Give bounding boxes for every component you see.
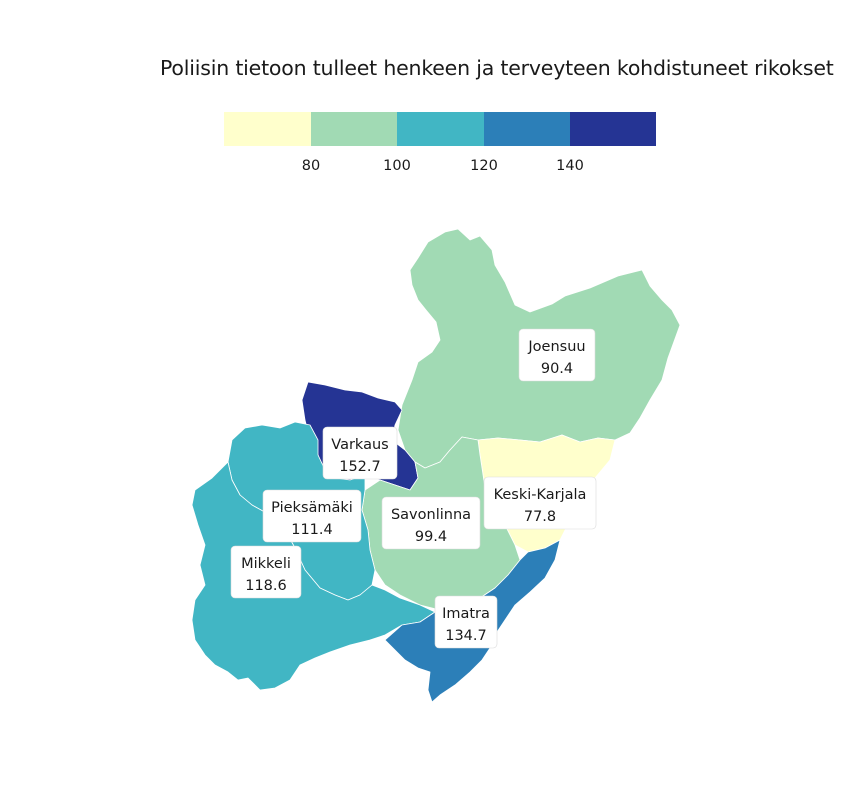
label-mikkeli-name: Mikkeli — [241, 556, 291, 572]
label-joensuu-name: Joensuu — [527, 339, 585, 355]
label-savonlinna-value: 99.4 — [415, 529, 447, 545]
legend-swatch-2 — [397, 112, 484, 146]
label-savonlinna-name: Savonlinna — [391, 507, 471, 523]
color-legend: 80 100 120 140 — [224, 112, 656, 174]
region-labels: Joensuu 90.4 Varkaus 152.7 Keski-Karjala… — [230, 328, 597, 649]
legend-tick-80: 80 — [302, 158, 320, 174]
legend-tick-120: 120 — [470, 158, 498, 174]
label-pieksamaki-name: Pieksämäki — [271, 500, 353, 516]
label-varkaus-value: 152.7 — [339, 459, 381, 475]
legend-swatch-1 — [311, 112, 397, 146]
label-varkaus: Varkaus 152.7 — [322, 426, 398, 480]
map-title: Poliisin tietoon tulleet henkeen ja terv… — [160, 56, 834, 80]
label-varkaus-name: Varkaus — [331, 437, 388, 453]
legend-tick-140: 140 — [556, 158, 584, 174]
label-keski-karjala-name: Keski-Karjala — [494, 487, 587, 503]
label-mikkeli: Mikkeli 118.6 — [230, 545, 302, 599]
legend-swatch-4 — [570, 112, 656, 146]
legend-tick-100: 100 — [383, 158, 411, 174]
label-imatra: Imatra 134.7 — [434, 595, 498, 649]
label-pieksamaki-value: 111.4 — [291, 522, 333, 538]
label-imatra-value: 134.7 — [445, 628, 487, 644]
label-pieksamaki: Pieksämäki 111.4 — [262, 489, 362, 543]
legend-swatch-3 — [484, 112, 570, 146]
legend-swatch-0 — [224, 112, 311, 146]
label-joensuu: Joensuu 90.4 — [518, 328, 596, 382]
label-imatra-name: Imatra — [442, 606, 490, 622]
label-joensuu-value: 90.4 — [541, 361, 573, 377]
label-keski-karjala-value: 77.8 — [524, 509, 556, 525]
label-mikkeli-value: 118.6 — [245, 578, 287, 594]
label-keski-karjala: Keski-Karjala 77.8 — [483, 476, 597, 530]
label-savonlinna: Savonlinna 99.4 — [381, 496, 481, 550]
